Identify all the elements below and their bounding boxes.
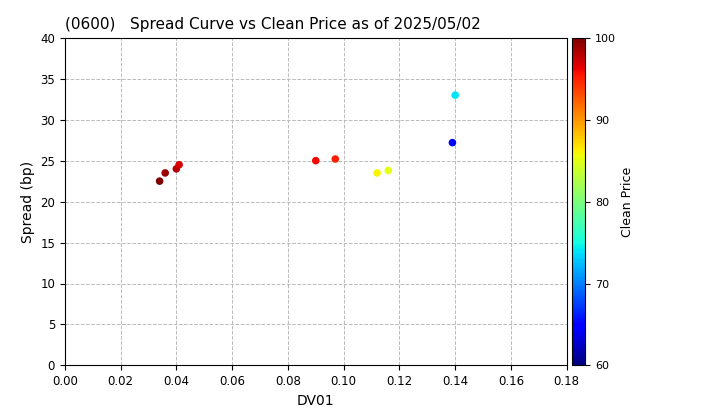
Y-axis label: Spread (bp): Spread (bp) (21, 160, 35, 243)
Point (171, 165, 182, 172)
Point (382, 167, 394, 174)
Point (449, 92, 461, 98)
Point (372, 170, 383, 176)
Point (330, 156, 341, 163)
Point (446, 139, 458, 146)
Point (159, 170, 171, 176)
Text: (0600)   Spread Curve vs Clean Price as of 2025/05/02: (0600) Spread Curve vs Clean Price as of… (65, 18, 480, 32)
Point (154, 178, 166, 184)
Point (310, 157, 322, 164)
Point (174, 161, 185, 168)
X-axis label: DV01: DV01 (297, 394, 335, 408)
Y-axis label: Clean Price: Clean Price (621, 166, 634, 237)
